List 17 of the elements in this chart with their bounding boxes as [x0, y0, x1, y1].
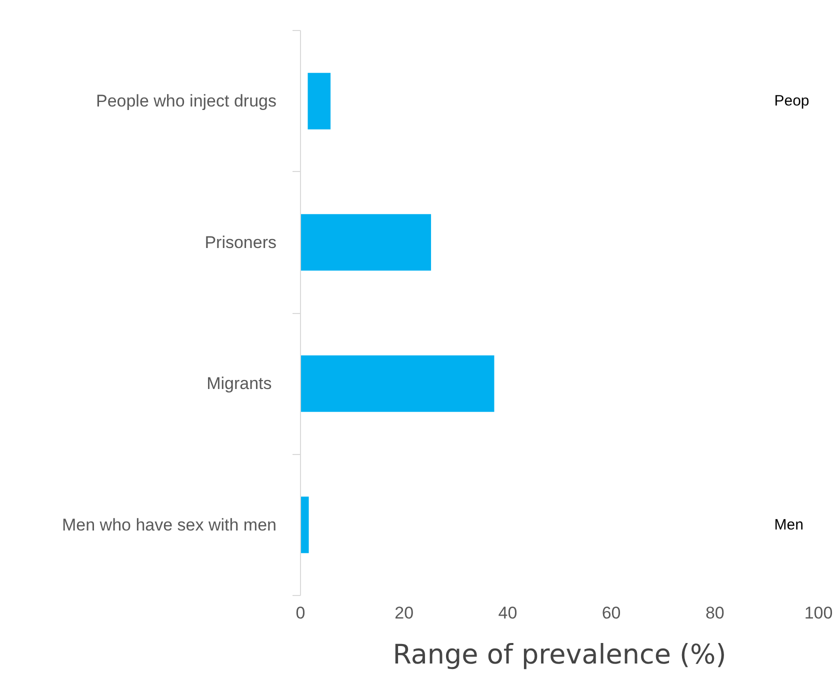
- x-tick-label: 100: [804, 604, 833, 622]
- annotation: Peop: [774, 92, 810, 110]
- x-tick-label: 20: [394, 604, 414, 622]
- y-tick-label: Men who have sex with men: [62, 515, 277, 534]
- bar: [308, 72, 331, 130]
- bar: [300, 496, 309, 554]
- bar: [300, 214, 432, 271]
- y-tick-label: Prisoners: [204, 232, 277, 252]
- annotation: Men: [774, 516, 804, 534]
- bar: [300, 355, 494, 412]
- x-tick-label: 80: [705, 604, 724, 622]
- x-tick-label: 0: [296, 604, 306, 622]
- y-tick-label: People who inject drugs: [96, 92, 277, 111]
- x-tick-label: 40: [498, 604, 518, 622]
- x-tick-label: 60: [602, 604, 621, 622]
- y-tick-label: Migrants: [206, 374, 272, 394]
- x-axis-title: Range of prevalence (%): [392, 640, 726, 670]
